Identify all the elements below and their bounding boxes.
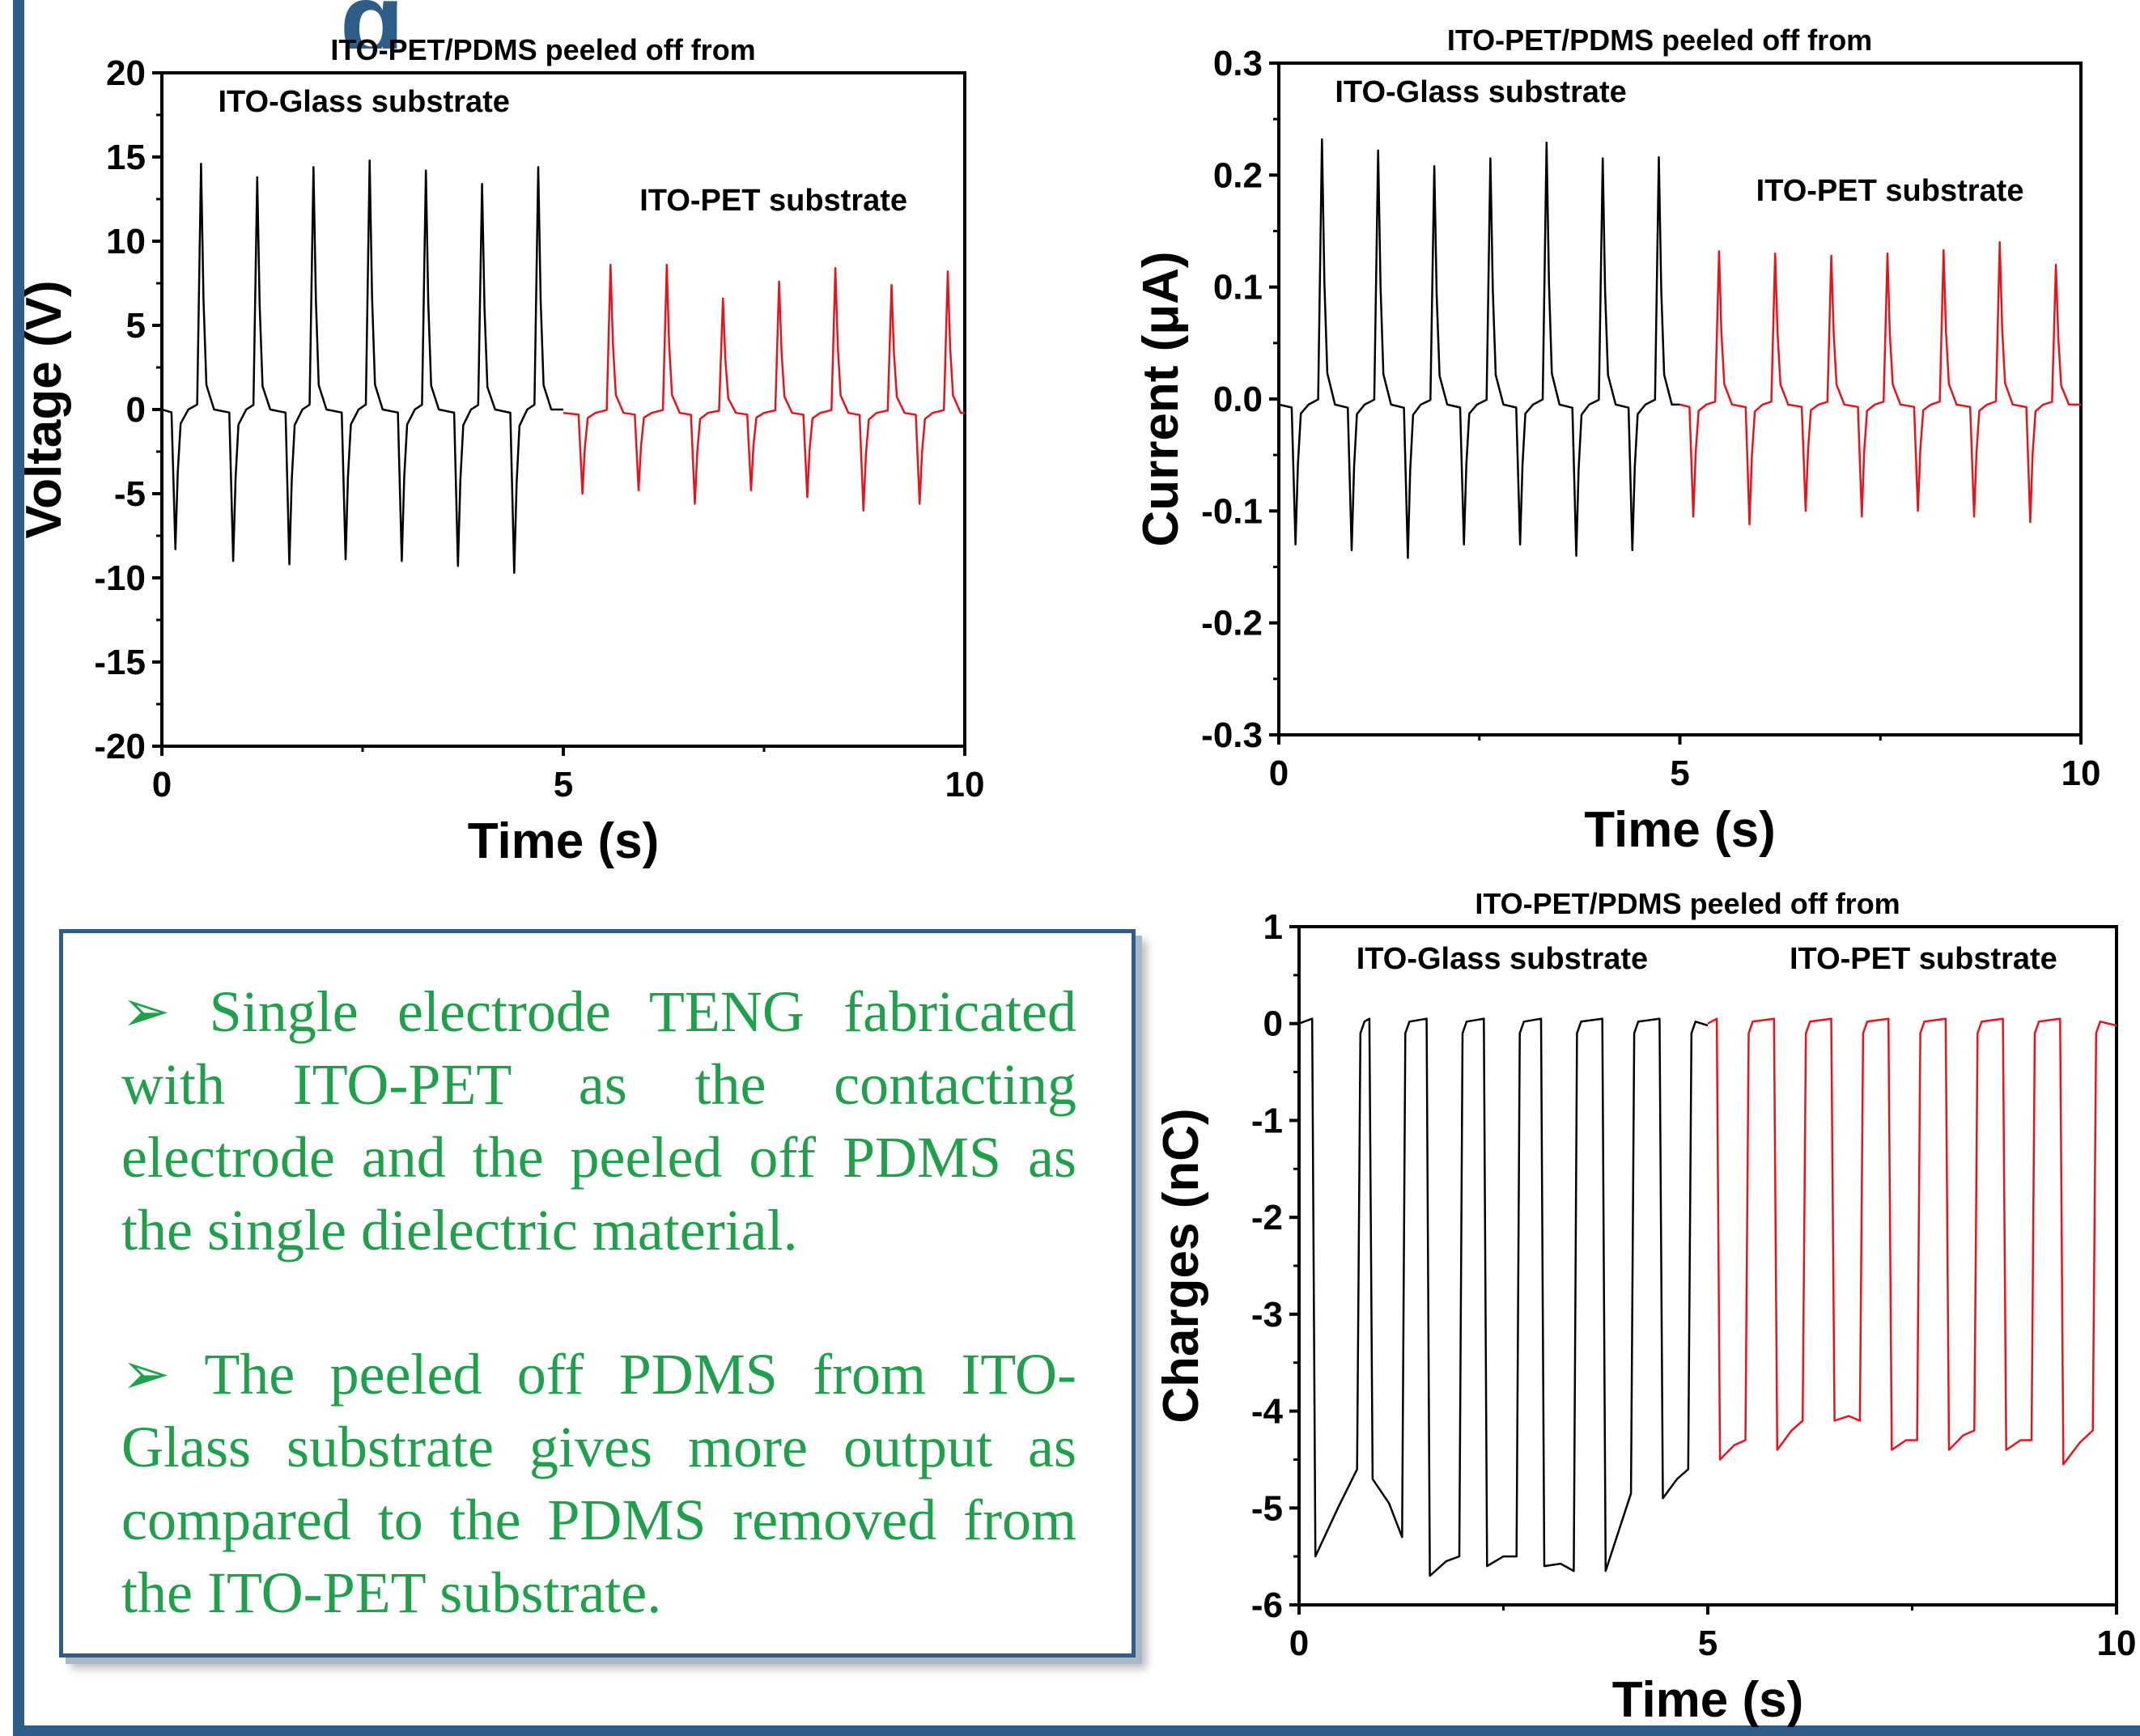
poster-frame-left xyxy=(13,0,24,1736)
note-bullet-2: ➢ The peeled off PDMS from ITO-Glass sub… xyxy=(121,1342,1076,1625)
series-ito-pet xyxy=(1707,1017,2117,1466)
x-tick-label: 10 xyxy=(945,765,985,804)
y-tick-label: 10 xyxy=(106,222,146,261)
y-tick-label: 0.3 xyxy=(1213,44,1263,83)
x-tick-label: 0 xyxy=(1289,1624,1309,1663)
annotation-glass: ITO-Glass substrate xyxy=(1357,942,1648,976)
y-tick-label: 0.0 xyxy=(1213,380,1263,419)
y-tick-label: -5 xyxy=(1251,1488,1283,1528)
y-tick-label: 5 xyxy=(126,306,146,346)
annotation-glass: ITO-Glass substrate xyxy=(1335,75,1626,109)
y-tick-label: -20 xyxy=(94,727,146,766)
chart-title: ITO-PET/PDMS peeled off from xyxy=(1447,23,1872,57)
x-axis-label: Time (s) xyxy=(1612,1672,1804,1728)
y-axis-label: Charges (nC) xyxy=(1153,1108,1209,1423)
y-tick-label: -3 xyxy=(1251,1295,1283,1335)
y-tick-label: -15 xyxy=(94,643,146,682)
y-tick-label: -0.3 xyxy=(1201,715,1263,755)
y-tick-label: 15 xyxy=(106,138,146,177)
series-ito-glass xyxy=(1278,138,1680,559)
y-tick-label: -4 xyxy=(1251,1392,1284,1432)
series-ito-pet xyxy=(563,263,965,512)
x-tick-label: 10 xyxy=(2097,1624,2137,1663)
x-tick-label: 5 xyxy=(1670,753,1689,793)
y-tick-label: 20 xyxy=(106,53,146,93)
note-bullet-1: ➢ Single electrode TENG fabricated with … xyxy=(121,979,1076,1263)
x-tick-label: 10 xyxy=(2061,753,2101,793)
notes-box: ➢ Single electrode TENG fabricated with … xyxy=(59,929,1136,1657)
y-tick-label: -5 xyxy=(114,474,146,514)
y-tick-label: -0.1 xyxy=(1201,491,1263,531)
x-tick-label: 5 xyxy=(1698,1624,1718,1663)
annotation-glass: ITO-Glass substrate xyxy=(218,85,509,119)
y-axis-label: Voltage (V) xyxy=(16,280,72,538)
y-tick-label: 1 xyxy=(1263,907,1283,947)
y-tick-label: -6 xyxy=(1251,1585,1283,1625)
y-tick-label: -1 xyxy=(1251,1101,1283,1140)
x-axis-label: Time (s) xyxy=(468,813,660,869)
poster-frame-bottom xyxy=(13,1725,2140,1736)
series-ito-glass xyxy=(161,159,563,575)
current-chart: 0.3 0.2 0.1 0.0 -0.1 -0.2 -0.30 5 10 ITO-PET/PDMS… xyxy=(1133,23,2101,858)
x-axis-label: Time (s) xyxy=(1584,802,1776,858)
annotation-pet: ITO-PET substrate xyxy=(639,184,907,218)
x-tick-label: 5 xyxy=(554,765,573,804)
y-tick-label: -10 xyxy=(94,558,146,598)
chart-title: ITO-PET/PDMS peeled off from xyxy=(1475,887,1900,920)
plot-frame xyxy=(1297,925,2118,1607)
heading-fragment: g xyxy=(340,0,445,49)
series-ito-pet xyxy=(1679,241,2081,526)
y-tick-label: 0.1 xyxy=(1213,268,1263,308)
x-tick-label: 0 xyxy=(152,765,172,804)
y-tick-label: -2 xyxy=(1251,1198,1283,1237)
y-tick-label: 0 xyxy=(126,390,146,430)
chart-title: ITO-PET/PDMS peeled off from xyxy=(330,33,755,66)
y-tick-label: -0.2 xyxy=(1201,604,1263,643)
y-tick-label: 0 xyxy=(1263,1004,1283,1044)
y-axis-label: Current (μA) xyxy=(1133,251,1189,546)
x-tick-label: 0 xyxy=(1269,753,1289,793)
annotation-pet: ITO-PET substrate xyxy=(1756,174,2024,208)
y-tick-label: 0.2 xyxy=(1213,155,1263,195)
plot-frame xyxy=(1277,62,2083,736)
series-ito-glass xyxy=(1298,1017,1709,1577)
annotation-pet: ITO-PET substrate xyxy=(1790,942,2057,976)
